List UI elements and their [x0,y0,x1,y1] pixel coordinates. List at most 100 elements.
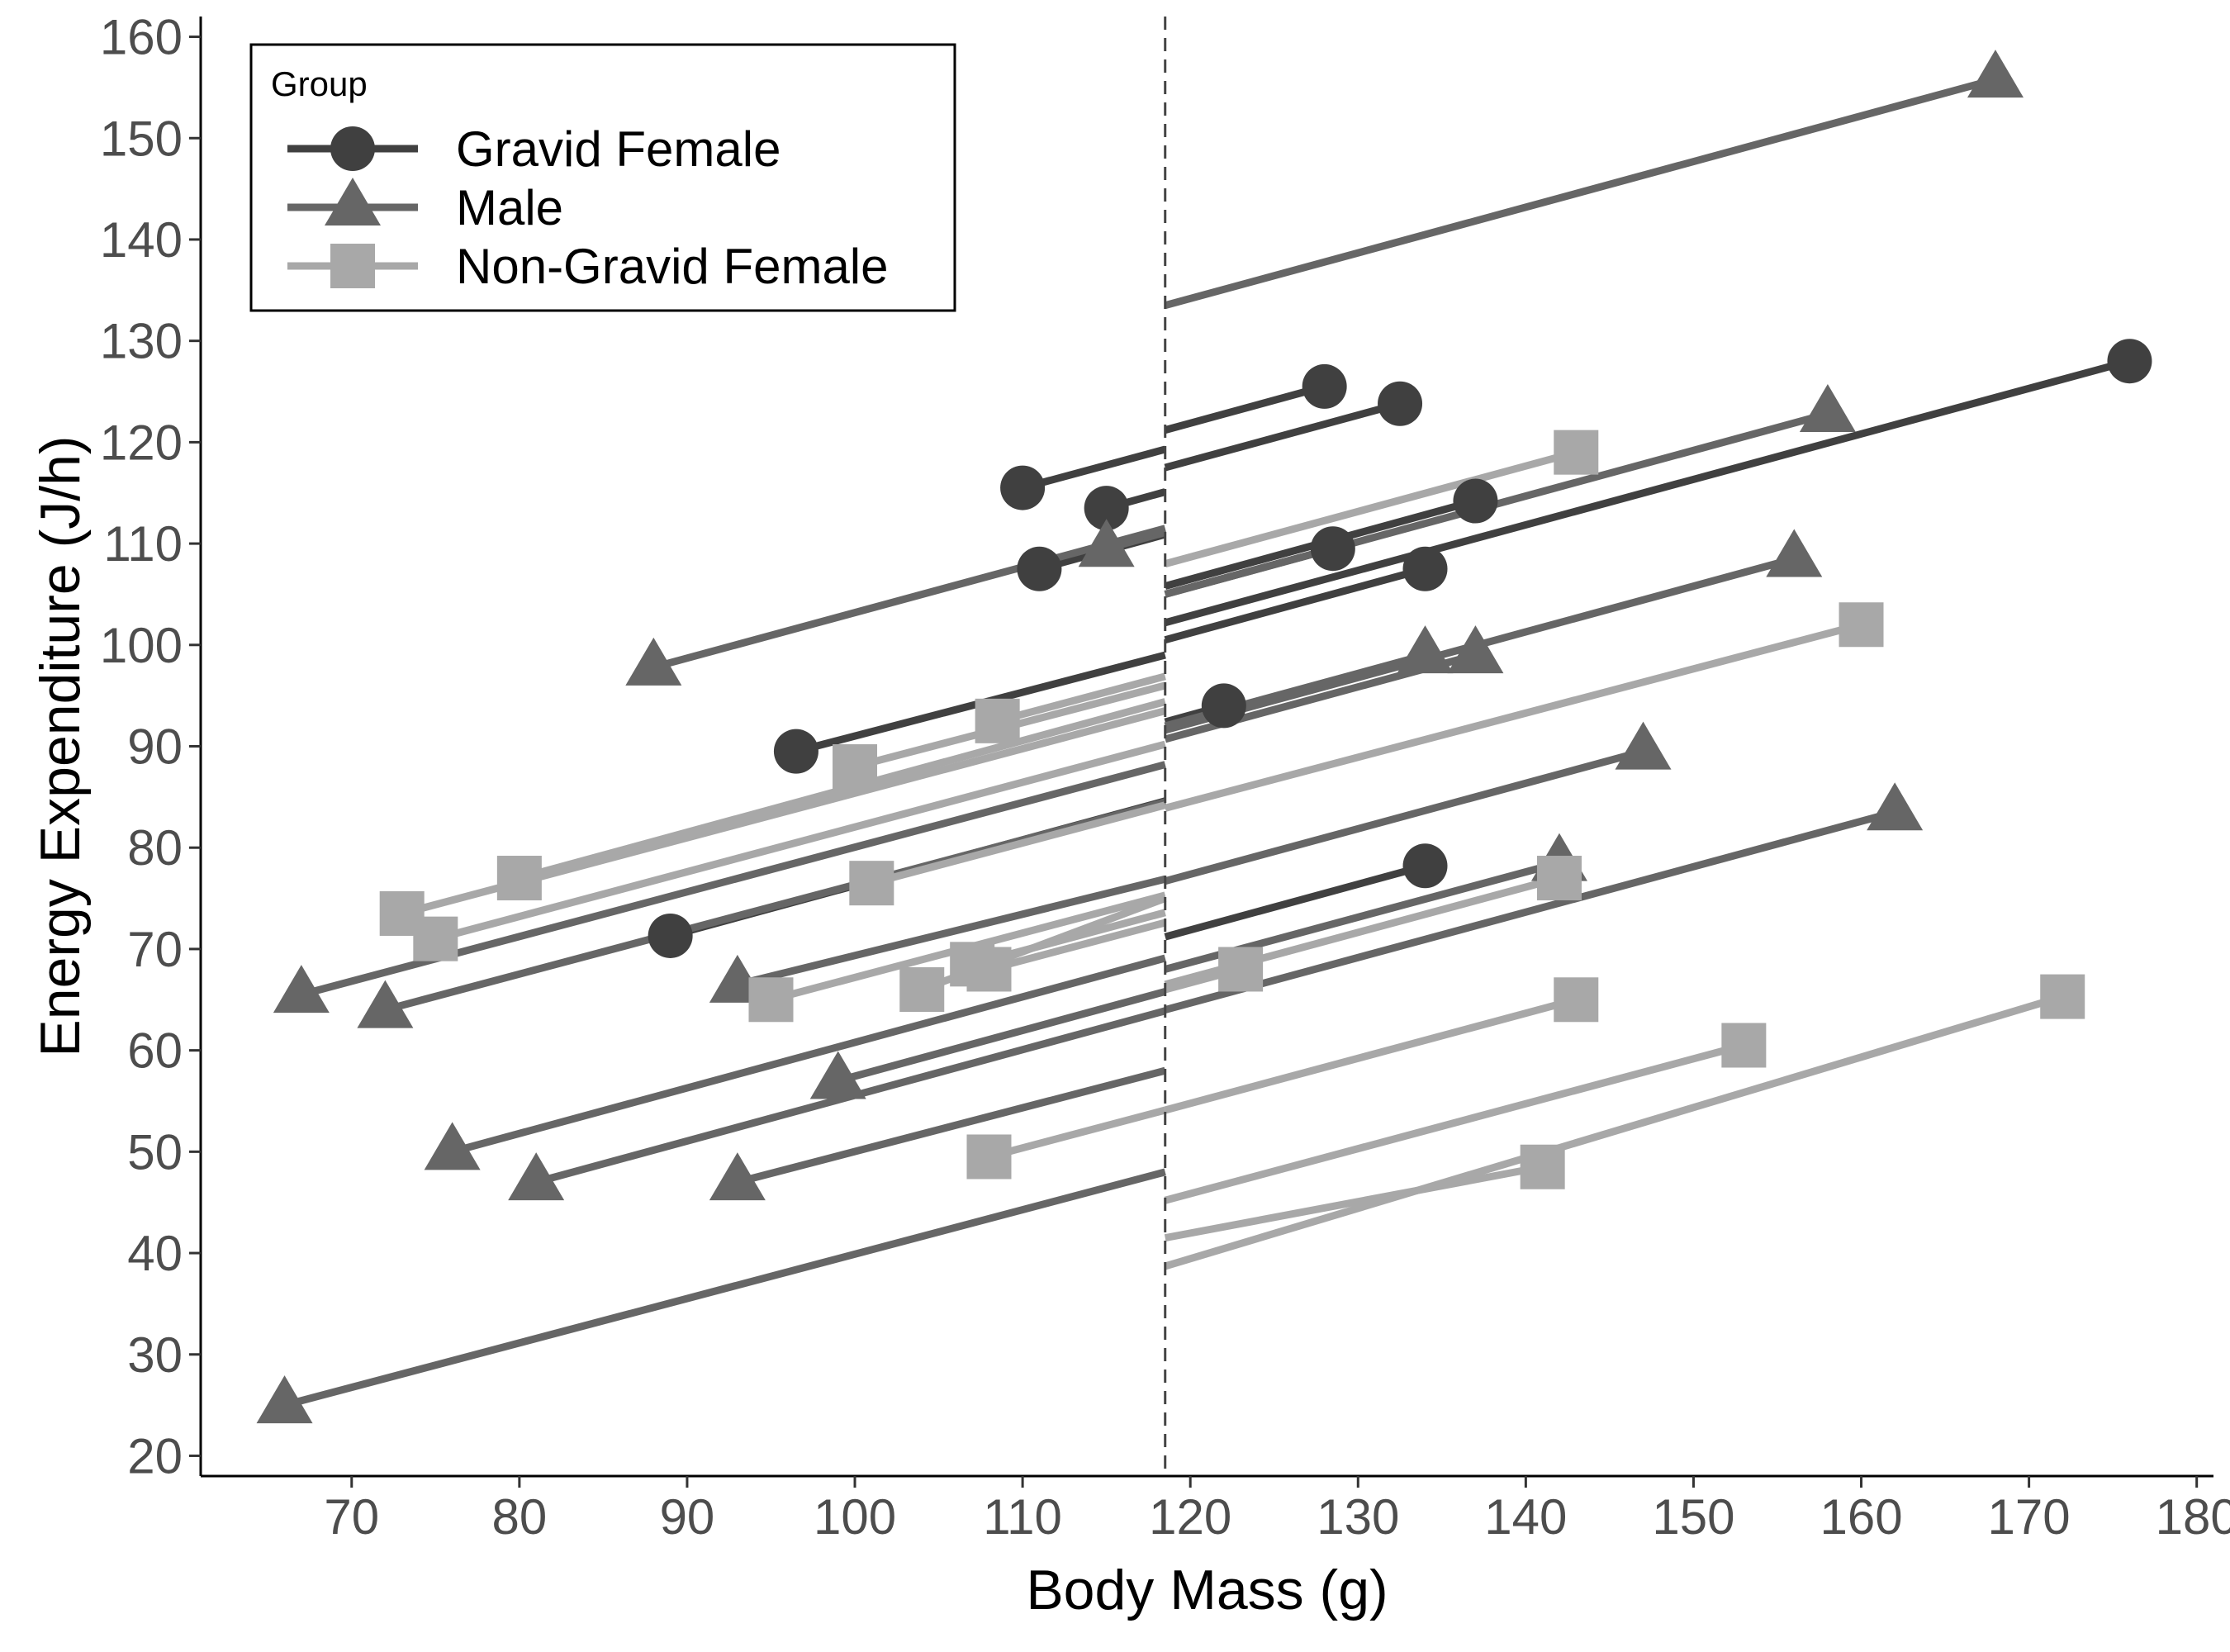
gravid-female-point [1201,683,1246,729]
gravid-female-line [1021,445,1166,491]
gravid-female-point [1017,546,1062,591]
gravid-female-line [1164,565,1426,643]
male-line [1164,748,1644,885]
non-gravid-female-line [1164,1042,1745,1204]
gravid-female-point [1310,526,1355,572]
y-tick-label: 160 [100,10,183,65]
legend-entry-male: Male [287,178,563,235]
male-point [1867,782,1924,831]
y-tick-label: 30 [127,1327,183,1383]
non-gravid-female-line [1164,993,2064,1270]
non-gravid-female-point [1218,947,1264,992]
gravid-female-point [773,729,818,774]
non-gravid-female-point [1536,856,1582,901]
gravid-female-point [648,913,693,958]
legend-entry-non-gravid-female: Non-Gravid Female [287,239,889,294]
y-tick-label: 110 [103,516,183,572]
male-line [652,525,1166,672]
gravid-female-point [1084,486,1129,531]
gravid-female-point [1302,363,1347,409]
male-point [1078,519,1135,567]
legend-title: Group [271,64,368,103]
gravid-female-point [2107,339,2152,384]
x-tick-label: 70 [324,1489,379,1545]
non-gravid-female-line [988,1106,1166,1161]
non-gravid-female-point [1554,430,1599,475]
non-gravid-female-line [1164,1163,1544,1242]
male-point [256,1375,313,1424]
gravid-female-line [1164,400,1402,472]
y-tick-label: 50 [127,1124,183,1180]
y-tick-label: 60 [127,1023,183,1079]
x-tick-label: 160 [1820,1489,1902,1545]
gravid-female-line [1164,862,1426,941]
y-tick-label: 70 [127,922,183,977]
y-tick-label: 140 [100,212,183,268]
non-gravid-female-line [434,740,1166,942]
axes: 70 80 90 100 110 120 130 140 150 160 170 180 20 30 40 5… [100,10,2230,1545]
legend-key-marker [330,126,375,171]
y-axis-title: Energy Expenditure (J/h) [29,435,92,1056]
y-tick-label: 120 [100,415,183,470]
non-gravid-female-line [1164,620,1862,812]
x-tick-label: 90 [660,1489,715,1545]
non-gravid-female-point [833,744,878,790]
gravid-female-point [1402,843,1448,889]
non-gravid-female-line [518,698,1166,882]
non-gravid-female-line [1164,995,1578,1114]
non-gravid-female-point [899,967,945,1012]
non-gravid-female-point [849,861,894,906]
non-gravid-female-line [996,672,1166,725]
legend-label: Non-Gravid Female [456,239,889,294]
male-point [357,980,414,1028]
x-axis-title: Body Mass (g) [1026,1559,1388,1621]
y-tick-label: 80 [127,820,183,876]
male-point [424,1122,481,1170]
non-gravid-female-point [966,947,1012,992]
male-point [1615,721,1672,770]
gravid-female-point [1402,546,1448,591]
legend-label: Male [456,180,563,235]
male-point [1766,529,1823,577]
x-tick-label: 80 [491,1489,547,1545]
data-layer [256,50,2152,1424]
male-point [1447,625,1504,674]
x-tick-label: 180 [2156,1489,2230,1545]
non-gravid-female-point [975,698,1020,743]
male-line [736,875,1166,989]
non-gravid-female-line [988,919,1166,973]
male-point [709,1152,766,1201]
legend-key-marker [325,178,381,226]
gravid-female-point [1453,478,1498,524]
non-gravid-female-line [871,801,1166,887]
gravid-female-line [1164,382,1326,434]
non-gravid-female-point [966,1134,1012,1180]
male-line [1164,75,1997,310]
male-point [1397,625,1454,674]
gravid-female-point [1378,381,1423,426]
x-tick-label: 170 [1988,1489,2071,1545]
male-point [1799,384,1856,433]
legend-label: Gravid Female [456,121,780,177]
y-tick-label: 40 [127,1226,183,1281]
x-tick-label: 110 [983,1489,1062,1545]
y-tick-label: 100 [100,618,183,673]
non-gravid-female-point [1721,1023,1767,1068]
non-gravid-female-point [1554,977,1599,1023]
non-gravid-female-point [748,977,794,1023]
male-line [1164,808,1896,1014]
series-points [256,50,2152,1424]
y-tick-label: 90 [127,719,183,775]
male-line [736,1066,1166,1186]
non-gravid-female-point [413,916,458,961]
y-tick-label: 130 [100,314,183,369]
non-gravid-female-point [1520,1144,1565,1189]
male-line [451,954,1166,1156]
legend-key-marker [330,244,375,288]
x-tick-label: 130 [1317,1489,1399,1545]
gravid-female-point [1000,465,1046,510]
non-gravid-female-point [496,856,542,901]
